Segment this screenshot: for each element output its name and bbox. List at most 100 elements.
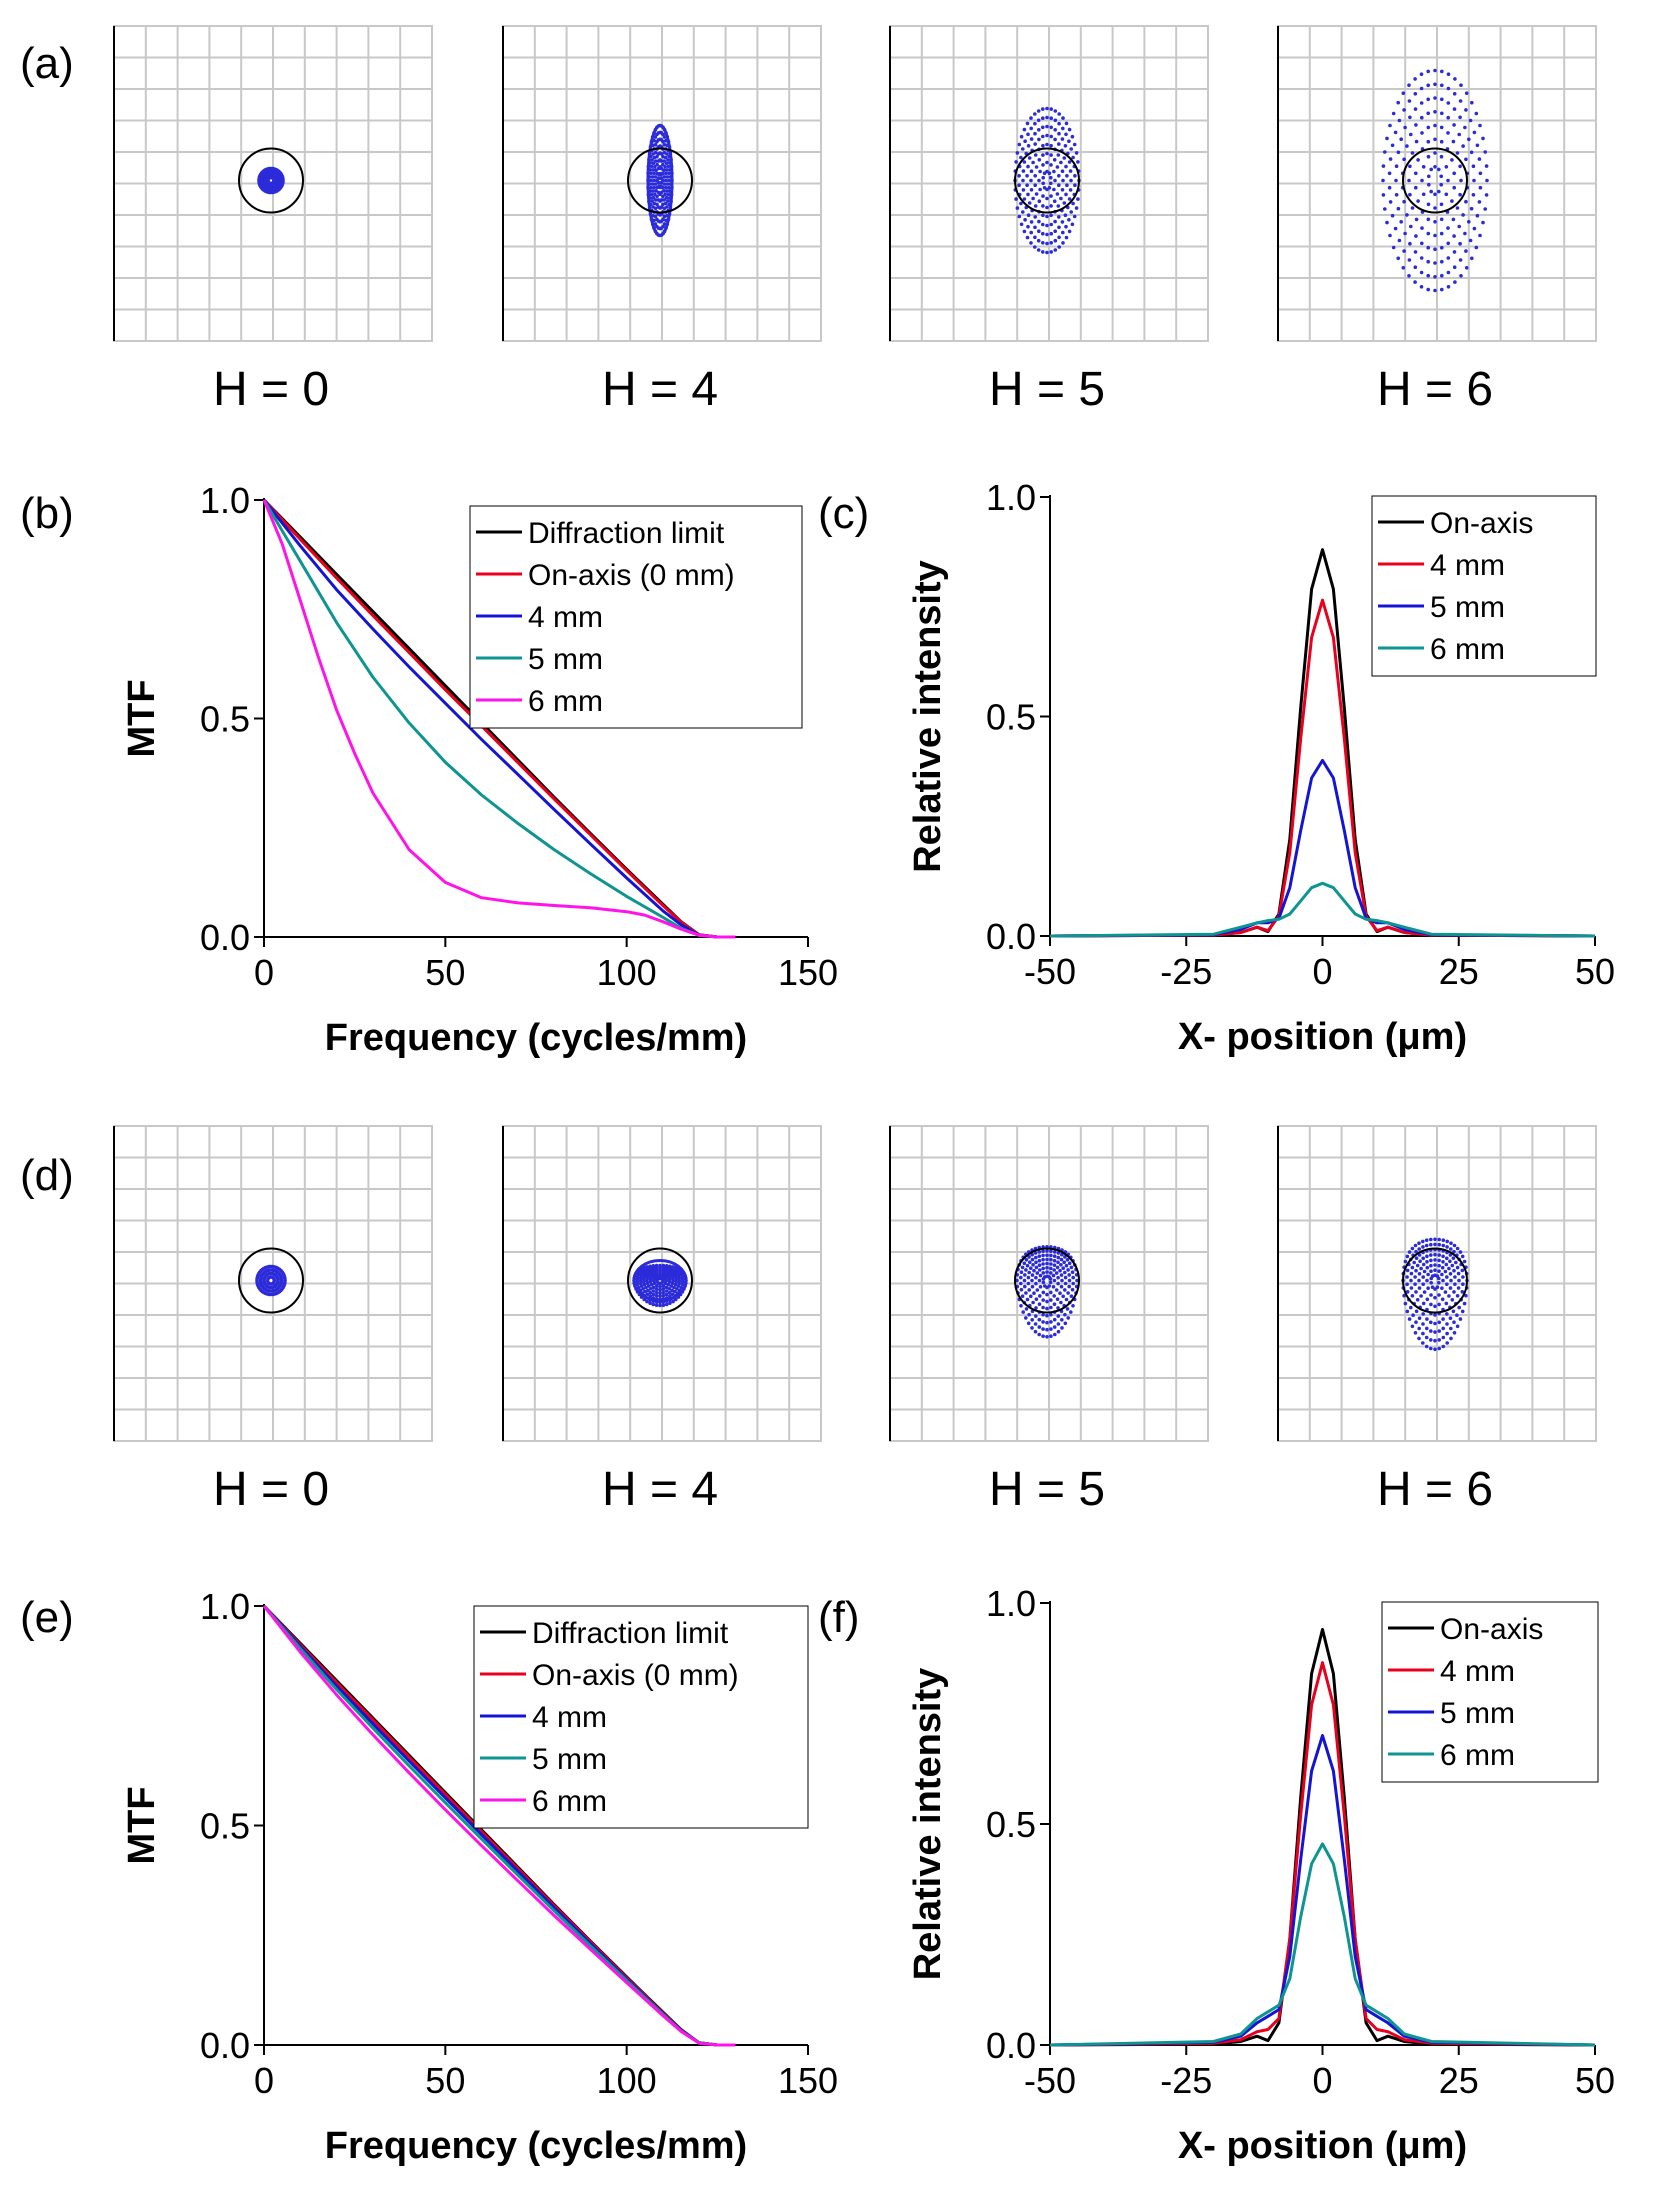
spot-ray (664, 195, 669, 200)
spot-ray (1452, 1320, 1456, 1324)
spot-ray (1381, 178, 1385, 183)
spot-ray (1469, 150, 1474, 155)
spot-ray (1455, 206, 1460, 210)
spot-ray (1410, 206, 1415, 210)
spot-ray (1414, 1256, 1419, 1260)
x-tick-label: 50 (425, 2060, 465, 2101)
y-axis-label: Relative intensity (907, 560, 949, 873)
spot-ray (1045, 196, 1049, 201)
spot-ray (1071, 1281, 1075, 1286)
spot-ray (1433, 110, 1437, 114)
spot-ray (1440, 69, 1444, 74)
spot-ray (1049, 194, 1053, 198)
spot-ray (1030, 1278, 1034, 1283)
spot-ray (1035, 1271, 1040, 1275)
spot-ray (672, 1285, 676, 1290)
spot-ray (1045, 133, 1049, 138)
series-line (262, 1605, 736, 2047)
spot-ray (653, 165, 657, 169)
spot-ray (1437, 1253, 1441, 1257)
spot-ray (649, 185, 653, 190)
field-height-label: H = 4 (602, 363, 718, 416)
spot-ray (1467, 220, 1471, 224)
mtf-chart-b: 0 50 100 150 0.0 0.5 1.0 Frequency (cycles/mm) M… (121, 480, 838, 1059)
spot-ray (1060, 1252, 1064, 1257)
spot-ray (1417, 1326, 1421, 1331)
spot-ray (1053, 229, 1057, 233)
spot-ray (1425, 1326, 1429, 1331)
spot-ray (1429, 1320, 1433, 1325)
spot-ray (670, 1288, 674, 1293)
spot-ray (1446, 226, 1450, 230)
spot-ray (1445, 1312, 1449, 1316)
legend-entry: 5 mm (528, 643, 603, 676)
spot-ray (1464, 199, 1468, 204)
spot-ray (1025, 183, 1029, 187)
spot-ray (651, 189, 655, 193)
spot-ray (1033, 121, 1037, 126)
spot-diagram: H = 0 (113, 25, 433, 416)
spot-ray (1071, 155, 1075, 160)
spot-ray (674, 1280, 678, 1284)
spot-ray (1458, 1250, 1463, 1254)
spot-ray (1441, 1238, 1446, 1242)
spot-ray (1440, 1265, 1445, 1270)
spot-ray (1069, 1265, 1074, 1270)
spot-ray (1445, 1282, 1449, 1286)
spot-ray (1067, 1284, 1071, 1289)
spot-ray (1069, 210, 1073, 214)
spot-ray (1037, 128, 1041, 132)
spot-ray (1067, 160, 1072, 164)
spot-ray (1461, 213, 1465, 217)
spot-ray (1410, 1265, 1415, 1270)
spot-ray (1049, 1290, 1053, 1295)
spot-ray (1033, 183, 1037, 187)
spot-ray (1041, 1320, 1045, 1324)
spot-ray (1408, 164, 1412, 169)
field-height-label: H = 6 (1377, 363, 1493, 416)
x-tick-label: 150 (778, 952, 838, 993)
spot-ray (1063, 1270, 1067, 1275)
spot-ray (1063, 1321, 1068, 1326)
spot-ray (1061, 230, 1065, 235)
spot-ray (1458, 99, 1463, 103)
spot-ray (1420, 115, 1424, 120)
spot-ray (1381, 193, 1386, 197)
spot-ray (1451, 217, 1456, 222)
legend-entry: On-axis (0 mm) (532, 1659, 739, 1692)
spot-ray (1415, 1298, 1420, 1302)
spot-ray (1429, 1293, 1433, 1297)
spot-ray (1429, 1258, 1433, 1263)
spot-ray (1464, 266, 1469, 270)
spot-ray (1429, 1281, 1433, 1285)
spot-ray (664, 1289, 669, 1293)
spot-ray (1028, 1260, 1032, 1265)
spot-ray (1399, 137, 1403, 141)
spot-ray (1455, 1324, 1460, 1329)
spot-ray (1472, 130, 1477, 135)
spot-ray (665, 175, 670, 179)
spot-ray (1049, 125, 1053, 130)
spot-ray (1410, 1324, 1415, 1329)
spot-ray (1449, 1326, 1453, 1331)
spot-ray (1448, 1286, 1453, 1290)
spot-ray (1418, 1259, 1422, 1264)
spot-ray (651, 1264, 656, 1268)
spot-ray (1029, 1294, 1033, 1299)
spot-ray (1433, 1347, 1437, 1352)
spot-ray (651, 1278, 656, 1283)
spot-ray (1425, 1260, 1429, 1264)
spot-ray (656, 198, 661, 202)
spot-ray (1439, 139, 1444, 144)
spot-ray (1427, 182, 1431, 187)
spot-ray (1031, 160, 1035, 165)
spot-ray (1059, 1300, 1063, 1305)
spot-ray (1041, 116, 1045, 120)
spot-ray (649, 171, 653, 176)
spot-ray (1043, 1284, 1047, 1288)
spot-ray (1067, 197, 1072, 201)
spot-ray (1062, 156, 1067, 160)
y-axis-label: MTF (121, 1786, 163, 1864)
spot-ray (1461, 1282, 1465, 1286)
spot-ray (654, 189, 658, 193)
